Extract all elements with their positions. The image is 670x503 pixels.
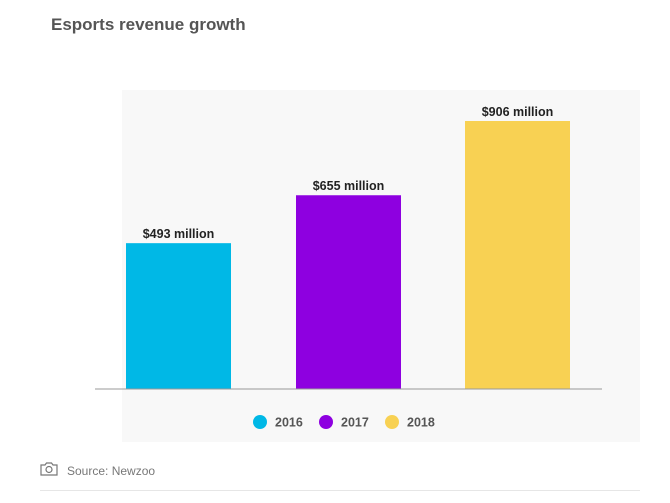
bar-2017 — [296, 195, 401, 389]
legend-label-2018: 2018 — [407, 416, 435, 430]
legend-item-2016: 2016 — [253, 415, 303, 430]
data-label-2017: $655 million — [313, 179, 385, 193]
bar-2018 — [465, 121, 570, 389]
legend-swatch-2017 — [319, 415, 333, 429]
chart-title: Esports revenue growth — [51, 15, 246, 34]
legend-item-2017: 2017 — [319, 415, 369, 430]
bar-2016 — [126, 243, 231, 389]
legend-swatch-2018 — [385, 415, 399, 429]
data-label-2016: $493 million — [143, 227, 215, 241]
legend-label-2017: 2017 — [341, 416, 369, 430]
legend-swatch-2016 — [253, 415, 267, 429]
data-label-2018: $906 million — [482, 105, 554, 119]
legend: 2016 2017 2018 — [253, 415, 435, 430]
legend-item-2018: 2018 — [385, 415, 435, 430]
camera-icon — [40, 461, 58, 481]
bars-layer: $493 million $655 million $906 million — [126, 105, 570, 389]
bottom-divider — [40, 490, 640, 491]
legend-label-2016: 2016 — [275, 416, 303, 430]
source-text: Source: Newzoo — [67, 464, 156, 478]
source-credit: Source: Newzoo — [40, 461, 155, 481]
